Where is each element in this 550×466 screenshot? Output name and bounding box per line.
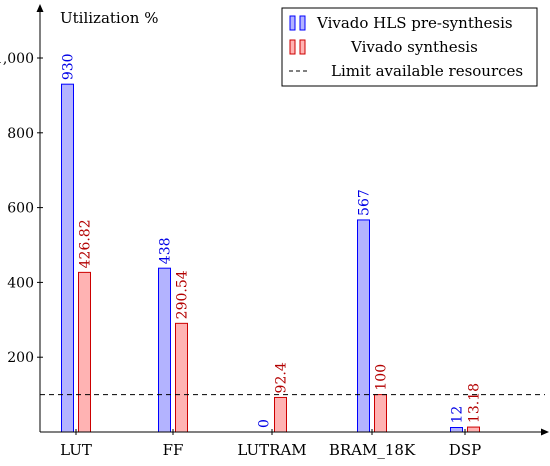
bar-synthesis [374,394,387,433]
data-label: 930 [61,53,77,80]
data-label: 567 [357,189,373,216]
y-tick-label: 800 [7,126,34,142]
axes: Utilization % 200 400 600 800 1,000 LUT FF LUTR… [0,4,549,459]
y-axis-arrow [36,4,44,12]
data-label: 12 [450,406,466,424]
legend-box [281,7,538,87]
data-label: 426.82 [78,219,94,268]
x-axis-arrow [541,428,549,436]
legend-label-limit: Limit available resources [331,62,523,80]
data-label: 290.54 [175,270,191,319]
bar-hls [450,427,463,433]
bar-synthesis [274,396,287,433]
x-tick-label: LUT [60,441,92,459]
x-tick-label: LUTRAM [237,441,306,459]
data-label: 92.4 [274,362,290,393]
data-label: 100 [374,364,390,391]
x-tick-label: FF [163,441,184,459]
data-label: 0 [257,419,273,428]
legend: Vivado HLS pre-synthesis Vivado synthesi… [281,7,538,87]
y-tick-label: 400 [7,275,34,291]
y-tick-label: 1,000 [0,51,34,67]
data-label: 13.18 [467,383,483,423]
x-tick-label: DSP [449,441,481,459]
y-axis-label: Utilization % [60,9,158,27]
bar-synthesis [467,426,480,433]
bar-hls [158,267,171,433]
legend-label-synthesis: Vivado synthesis [350,38,478,56]
bar-synthesis [175,322,188,433]
legend-swatch-hls [289,15,306,31]
bar-hls [357,219,370,433]
legend-label-hls: Vivado HLS pre-synthesis [316,14,513,32]
x-tick-label: BRAM_18K [329,441,416,459]
y-tick-label: 200 [7,350,34,366]
bar-synthesis [78,271,91,433]
plot-area: 930 438 0 567 12 426.82 290.54 92.4 100 13.18 [40,53,545,433]
y-tick-label: 600 [7,201,34,217]
bar-hls [61,83,74,433]
legend-swatch-synthesis [289,39,306,55]
data-label: 438 [158,237,174,264]
